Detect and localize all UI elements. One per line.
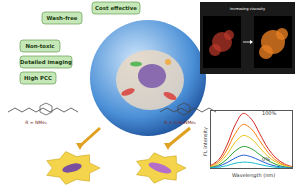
svg-text:Cost effective: Cost effective xyxy=(95,5,137,11)
html-text:FL intensity: FL intensity xyxy=(202,127,208,156)
svg-text:Detailed imaging: Detailed imaging xyxy=(20,59,72,66)
html-text:100%: 100% xyxy=(262,110,277,116)
html-text:0%: 0% xyxy=(262,156,270,162)
svg-text:Non-toxic: Non-toxic xyxy=(25,43,54,49)
svg-text:R = C₆H₄NMe₂: R = C₆H₄NMe₂ xyxy=(164,120,196,125)
svg-text:R = NMe₂: R = NMe₂ xyxy=(25,120,47,125)
svg-text:Increasing viscosity: Increasing viscosity xyxy=(230,7,266,11)
svg-text:Wash-free: Wash-free xyxy=(47,15,78,21)
html-text:Wavelength (nm): Wavelength (nm) xyxy=(232,172,276,178)
svg-text:High PCC: High PCC xyxy=(24,75,52,82)
